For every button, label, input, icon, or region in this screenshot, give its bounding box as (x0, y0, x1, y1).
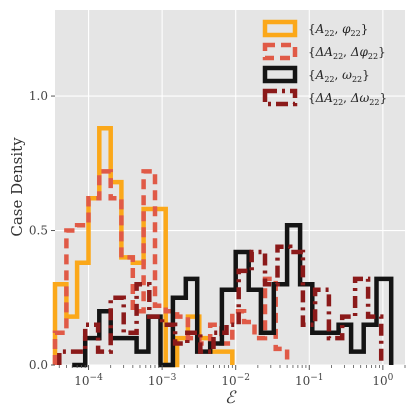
legend-swatch-1 (262, 42, 298, 61)
x-tick-label-4: 100 (372, 373, 393, 388)
legend-label-1: {ΔA22, Δφ22} (308, 45, 386, 61)
legend-label-2: {A22, ω22} (308, 68, 370, 84)
y-tick-label-1: 0.5 (29, 224, 48, 238)
series-3-step-line (57, 244, 384, 365)
legend-swatch-0 (262, 19, 298, 38)
y-tick-label-2: 1.0 (29, 89, 48, 103)
x-tick-label-3: 10−1 (295, 373, 324, 388)
x-tick-label-0: 10−4 (74, 373, 103, 388)
legend-label-3: {ΔA22, Δω22} (308, 91, 387, 107)
y-axis-ticks: 0.0 0.5 1.0 (29, 89, 55, 372)
x-axis-ticks: 10−4 10−3 10−2 10−1 100 (58, 365, 406, 388)
series-2-step-line (72, 222, 394, 368)
x-tick-label-1: 10−3 (148, 373, 177, 388)
plot-background (55, 10, 405, 365)
legend-swatch-2 (262, 65, 298, 84)
series-layer (52, 126, 394, 368)
legend-label-0: {A22, φ22} (308, 22, 368, 38)
x-axis-label: ℰ (225, 388, 237, 408)
x-tick-label-2: 10−2 (221, 373, 250, 388)
legend: {A22, φ22} {ΔA22, Δφ22} {A22, ω22} {ΔA22, Δ… (262, 19, 387, 107)
grid-lines (55, 10, 405, 366)
legend-swatch-3 (262, 88, 298, 107)
y-axis-label: Case Density (8, 137, 26, 237)
y-tick-label-0: 0.0 (29, 358, 48, 372)
